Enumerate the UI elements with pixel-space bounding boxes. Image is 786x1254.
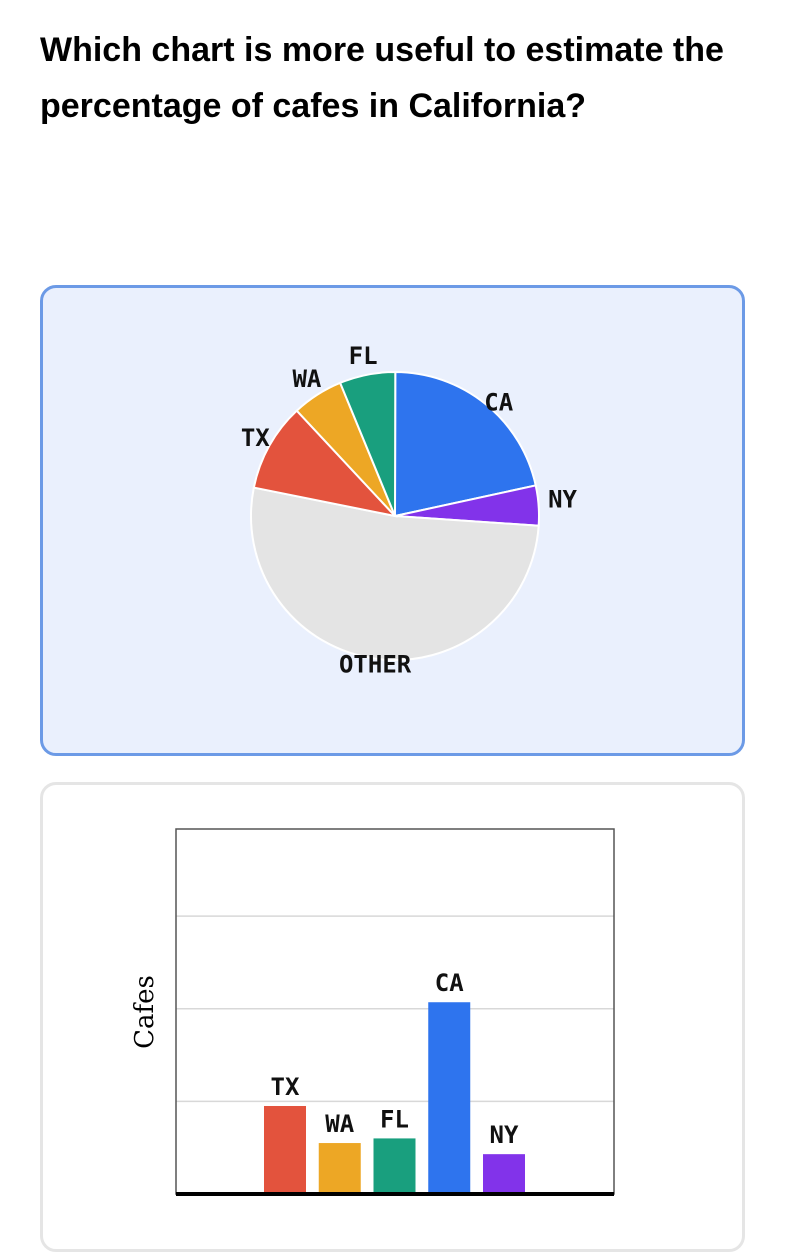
y-axis-label: Cafes <box>130 975 160 1049</box>
pie-labels: CA NY OTHER TX WA FL <box>241 342 578 679</box>
pie-slices <box>250 370 540 661</box>
pie-label-fl: FL <box>349 342 378 370</box>
pie-label-ny: NY <box>548 486 577 514</box>
pie-slice-fl <box>338 371 397 517</box>
bar-gridlines <box>176 915 614 1103</box>
pie-slice-ca <box>393 370 537 518</box>
pie-slice-other <box>250 486 540 661</box>
bar-label-tx: TX <box>271 1073 300 1101</box>
bar-label-wa: WA <box>325 1110 354 1138</box>
bar-label-ny: NY <box>490 1121 519 1149</box>
pie-label-wa: WA <box>292 365 321 393</box>
bar-label-ca: CA <box>435 969 464 997</box>
pie-label-ca: CA <box>484 388 513 416</box>
pie-chart: CA NY OTHER TX WA FL <box>241 342 578 679</box>
bar-ca <box>428 1002 471 1194</box>
question-title: Which chart is more useful to estimate t… <box>40 31 724 125</box>
pie-label-other: OTHER <box>339 651 412 679</box>
pie-slice-tx <box>252 409 398 518</box>
bar-label-fl: FL <box>380 1105 409 1133</box>
bar-tx <box>264 1105 306 1194</box>
bar-chart: TX WA FL CA NY Cafes <box>130 828 615 1196</box>
bar-wa <box>318 1143 361 1194</box>
bars <box>264 1002 525 1194</box>
option-bar-chart[interactable]: TX WA FL CA NY Cafes <box>40 782 745 1252</box>
option-pie-chart[interactable]: CA NY OTHER TX WA FL <box>40 285 745 756</box>
bar-ny <box>483 1154 525 1194</box>
pie-label-tx: TX <box>241 424 270 452</box>
bar-labels: TX WA FL CA NY <box>271 969 519 1149</box>
bar-fl <box>373 1138 416 1194</box>
